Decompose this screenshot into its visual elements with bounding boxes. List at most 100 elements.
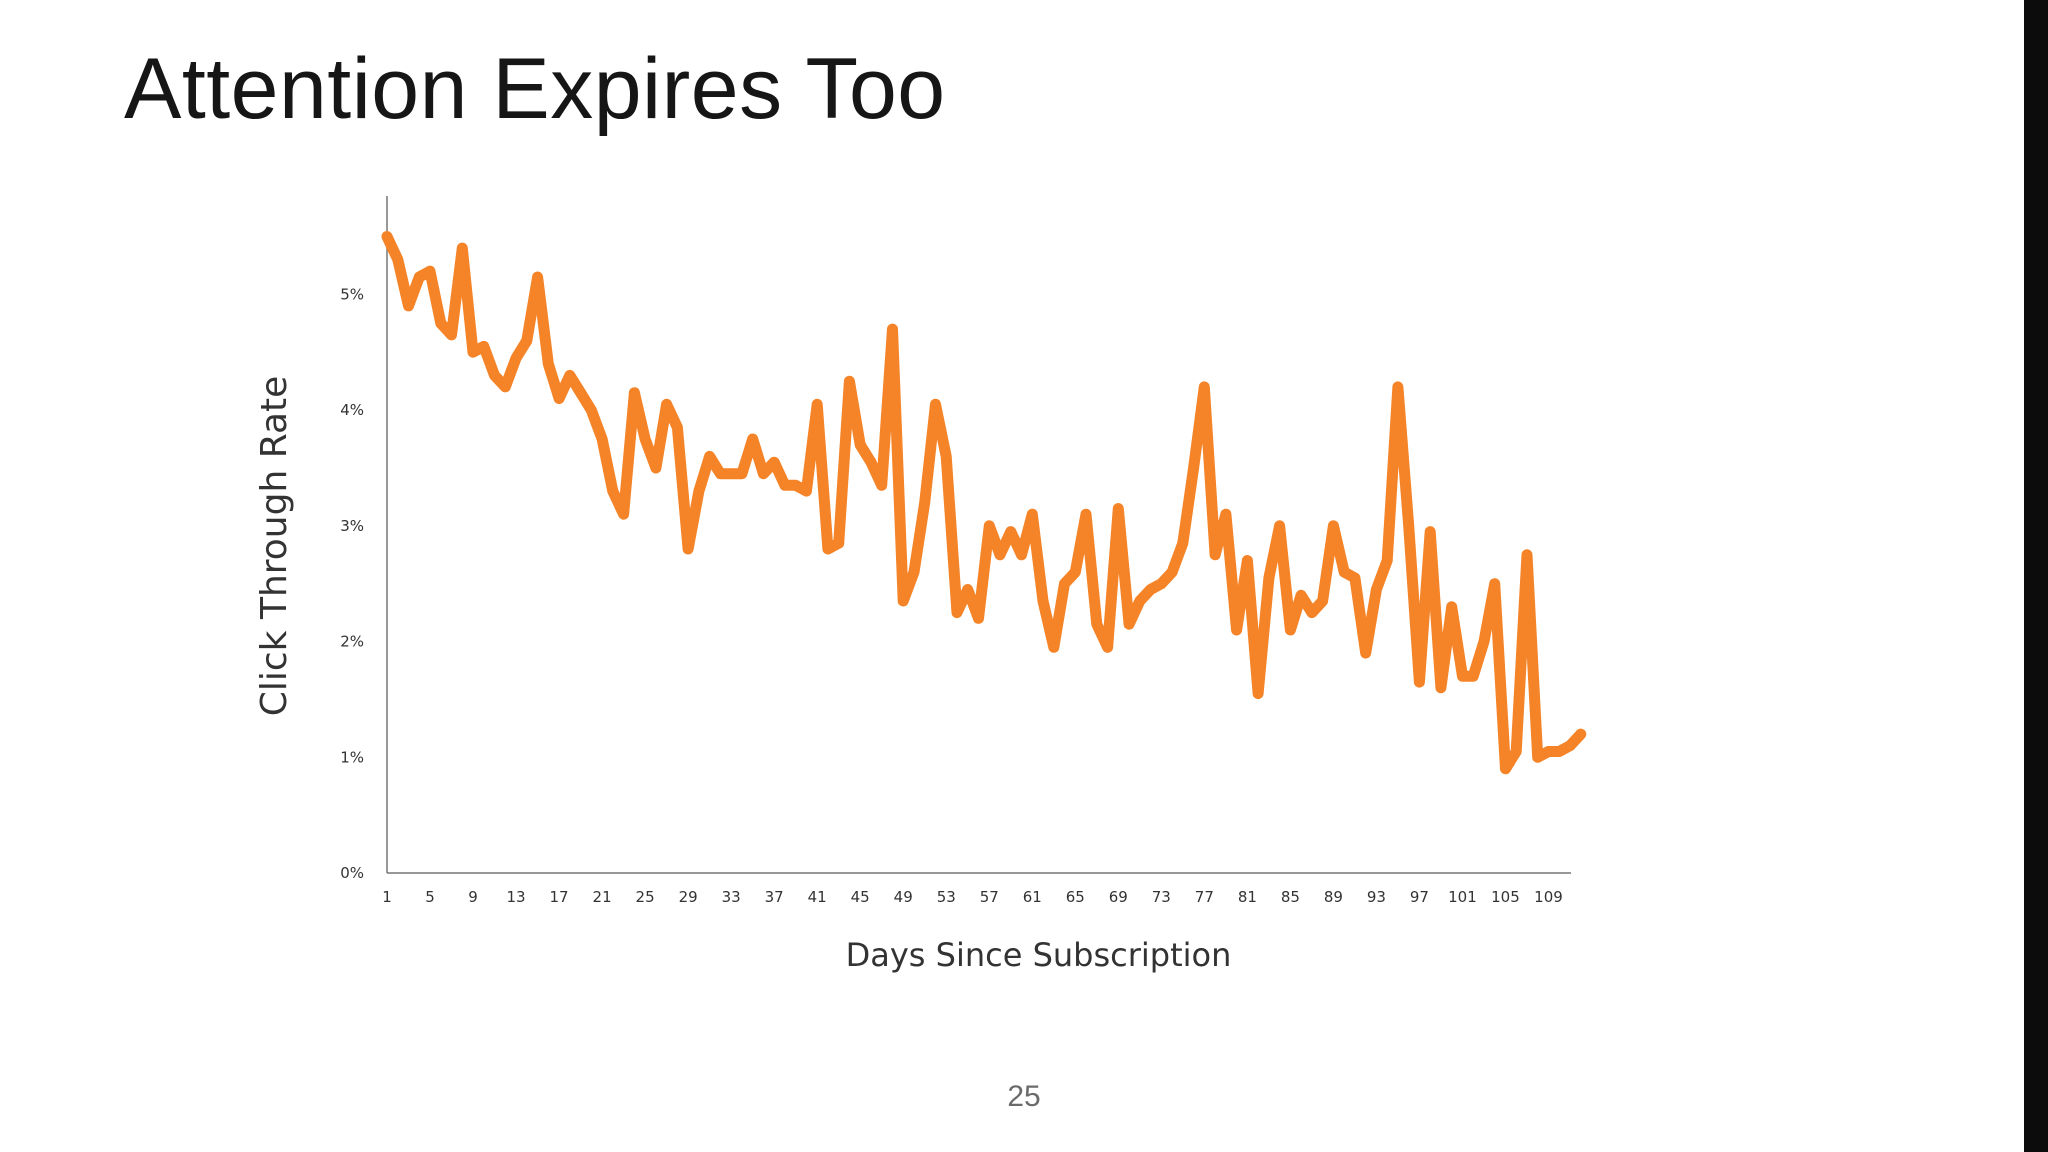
data-point <box>1446 601 1457 612</box>
data-point <box>1231 625 1242 635</box>
data-point <box>747 434 758 444</box>
data-point <box>1102 642 1113 653</box>
x-tick-label: 61 <box>1023 888 1042 906</box>
y-tick-label: 2% <box>340 633 364 651</box>
data-point <box>1145 584 1156 595</box>
data-point <box>521 335 532 346</box>
data-point <box>1382 555 1393 566</box>
data-point <box>1457 671 1468 682</box>
data-point <box>661 399 672 410</box>
data-point <box>1220 509 1231 520</box>
data-point <box>1328 520 1339 531</box>
data-point <box>758 468 769 479</box>
data-point <box>984 520 995 531</box>
data-point <box>769 457 780 468</box>
window-edge-bar <box>2024 0 2048 1152</box>
data-point <box>1511 746 1522 757</box>
data-point <box>736 468 747 479</box>
x-tick-label: 45 <box>851 888 870 906</box>
x-tick-label: 85 <box>1281 888 1300 906</box>
y-tick-label: 4% <box>340 401 364 419</box>
data-point <box>1091 619 1102 630</box>
data-point <box>382 231 392 242</box>
data-point <box>1479 636 1489 647</box>
data-point <box>511 353 522 363</box>
data-point <box>1522 549 1532 560</box>
data-point <box>414 272 425 282</box>
y-tick-label: 0% <box>340 864 364 882</box>
y-tick-label: 3% <box>340 517 364 535</box>
data-point <box>1575 729 1586 740</box>
x-axis-title: Days Since Subscription <box>846 936 1232 974</box>
data-point <box>1124 619 1135 630</box>
data-point <box>855 439 866 450</box>
x-tick-label: 89 <box>1324 888 1343 906</box>
x-tick-label: 81 <box>1238 888 1257 906</box>
data-point <box>1349 572 1360 583</box>
data-point <box>833 538 844 549</box>
x-tick-label: 101 <box>1448 888 1477 906</box>
data-point <box>683 544 694 554</box>
data-points <box>382 231 1586 774</box>
data-point <box>1070 567 1081 578</box>
data-point <box>1435 682 1446 693</box>
data-point <box>1489 578 1500 589</box>
data-point <box>973 613 984 624</box>
data-point <box>909 567 919 578</box>
data-point <box>1188 463 1199 473</box>
data-point <box>650 463 661 473</box>
data-point <box>1134 596 1145 606</box>
x-tick-label: 49 <box>894 888 913 906</box>
data-point <box>1263 572 1274 583</box>
data-point <box>1554 746 1565 757</box>
data-point <box>952 607 962 618</box>
data-point <box>779 480 790 491</box>
x-tick-label: 1 <box>382 888 392 906</box>
data-point <box>607 486 618 497</box>
data-point <box>672 422 683 433</box>
data-point <box>1414 677 1425 688</box>
data-point <box>1403 520 1414 531</box>
x-tick-label: 13 <box>507 888 526 906</box>
data-point <box>1242 555 1253 566</box>
y-axis-title: Click Through Rate <box>254 376 295 717</box>
data-point <box>995 549 1005 560</box>
x-tick-label: 29 <box>679 888 698 906</box>
data-point <box>1296 590 1307 601</box>
data-point <box>898 596 909 606</box>
data-point <box>704 451 715 462</box>
data-point <box>532 272 543 282</box>
page-number: 25 <box>1007 1080 1041 1113</box>
x-tick-label: 21 <box>593 888 612 906</box>
data-point <box>726 468 737 479</box>
x-tick-labels: 1 5 9 13 17 21 25 29 33 37 41 45 49 53 57 61 65 69 73 77 81 8… <box>382 888 1563 906</box>
data-point <box>425 266 435 277</box>
y-tick-label: 1% <box>340 748 364 766</box>
x-tick-label: 53 <box>937 888 956 906</box>
x-tick-label: 25 <box>636 888 655 906</box>
y-tick-label: 5% <box>340 285 364 303</box>
data-point <box>876 480 887 491</box>
x-tick-label: 69 <box>1109 888 1128 906</box>
data-point <box>586 405 597 416</box>
data-point <box>844 376 855 387</box>
x-tick-label: 17 <box>550 888 569 906</box>
data-point <box>1274 520 1285 531</box>
data-point <box>435 318 446 329</box>
data-point <box>629 387 640 398</box>
y-tick-labels: 0% 1% 2% 3% 4% 5% <box>340 285 364 882</box>
data-point <box>564 370 575 381</box>
data-point <box>1543 746 1554 757</box>
data-point <box>822 544 833 554</box>
data-point <box>1532 752 1543 763</box>
data-point <box>1317 596 1328 606</box>
data-point <box>941 451 952 462</box>
x-tick-label: 9 <box>468 888 478 906</box>
data-point <box>1468 671 1479 682</box>
data-point <box>446 329 457 340</box>
data-point <box>543 358 554 369</box>
data-point <box>1339 567 1350 578</box>
data-point <box>554 393 565 404</box>
data-point <box>478 341 489 352</box>
data-point <box>489 370 500 381</box>
